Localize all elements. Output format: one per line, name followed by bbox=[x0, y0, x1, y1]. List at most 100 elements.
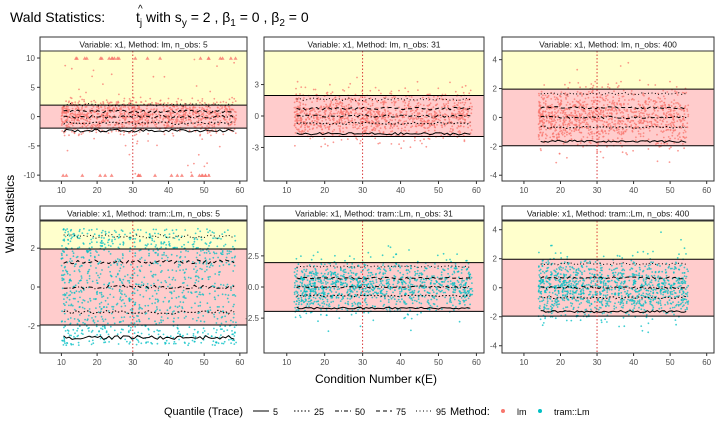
data-point bbox=[428, 99, 430, 101]
data-point bbox=[587, 132, 590, 135]
x-tick-label: 20 bbox=[93, 358, 102, 367]
data-point bbox=[91, 126, 94, 128]
data-point bbox=[591, 120, 594, 123]
data-point bbox=[676, 120, 679, 123]
data-point bbox=[129, 329, 132, 332]
data-point bbox=[461, 86, 464, 88]
data-point bbox=[162, 319, 165, 322]
data-point bbox=[133, 229, 135, 232]
data-point bbox=[208, 173, 210, 176]
data-point bbox=[182, 289, 185, 292]
data-point bbox=[311, 128, 314, 130]
data-point bbox=[197, 99, 200, 102]
data-point bbox=[97, 107, 100, 110]
data-point bbox=[152, 273, 155, 276]
data-point bbox=[351, 117, 353, 120]
data-point bbox=[470, 276, 473, 279]
data-point bbox=[102, 117, 105, 119]
data-point bbox=[193, 268, 195, 270]
data-point bbox=[307, 108, 310, 110]
data-point bbox=[686, 110, 689, 112]
data-point bbox=[99, 241, 102, 244]
data-point bbox=[622, 115, 625, 117]
data-point bbox=[674, 126, 677, 128]
panel-frame bbox=[501, 50, 715, 182]
data-point bbox=[668, 104, 671, 107]
data-point bbox=[462, 125, 465, 128]
data-point bbox=[192, 333, 195, 335]
data-point bbox=[123, 316, 126, 318]
data-point bbox=[211, 285, 214, 287]
data-point bbox=[377, 113, 380, 116]
data-point bbox=[184, 278, 187, 280]
data-point bbox=[429, 93, 431, 96]
data-point bbox=[157, 249, 159, 252]
data-point bbox=[327, 122, 330, 124]
data-point bbox=[166, 317, 169, 320]
data-point bbox=[134, 254, 137, 257]
data-point bbox=[173, 317, 175, 320]
data-point bbox=[154, 273, 157, 276]
data-point bbox=[567, 87, 570, 89]
data-point bbox=[580, 108, 583, 111]
data-point-clipped bbox=[116, 56, 121, 60]
data-point bbox=[377, 287, 379, 290]
data-point bbox=[337, 110, 340, 113]
data-point bbox=[351, 109, 354, 111]
data-point bbox=[139, 117, 142, 120]
data-point bbox=[428, 122, 431, 125]
data-point bbox=[582, 136, 585, 138]
data-point bbox=[683, 119, 686, 121]
data-point bbox=[467, 98, 469, 101]
data-point bbox=[95, 250, 97, 252]
data-point bbox=[182, 296, 185, 298]
data-point bbox=[151, 113, 154, 116]
data-point bbox=[378, 111, 381, 113]
data-point bbox=[106, 101, 109, 103]
data-point bbox=[64, 304, 66, 307]
data-point bbox=[326, 116, 329, 119]
data-point bbox=[73, 308, 76, 311]
data-point bbox=[339, 130, 342, 133]
data-point bbox=[644, 107, 647, 110]
data-point bbox=[108, 250, 110, 253]
data-point bbox=[62, 302, 65, 305]
data-point bbox=[664, 103, 666, 106]
data-point bbox=[64, 320, 66, 323]
data-point bbox=[177, 332, 179, 335]
data-point bbox=[69, 112, 72, 115]
data-point bbox=[217, 123, 220, 126]
data-point-clipped bbox=[133, 56, 138, 60]
data-point bbox=[222, 342, 225, 345]
data-point bbox=[68, 120, 71, 123]
data-point bbox=[416, 112, 419, 115]
data-point-clipped bbox=[206, 56, 211, 60]
data-point bbox=[633, 122, 636, 125]
data-point bbox=[399, 277, 402, 280]
data-point bbox=[335, 109, 337, 111]
data-point bbox=[657, 109, 659, 112]
data-point bbox=[72, 117, 74, 120]
data-point bbox=[347, 289, 349, 291]
data-point bbox=[468, 121, 471, 124]
data-point bbox=[193, 162, 195, 165]
data-point bbox=[602, 131, 604, 134]
data-point bbox=[77, 341, 80, 344]
data-point bbox=[349, 120, 352, 122]
data-point bbox=[168, 241, 170, 243]
data-point bbox=[554, 123, 556, 126]
data-point bbox=[78, 306, 81, 309]
data-point bbox=[403, 104, 406, 107]
data-point bbox=[651, 124, 653, 126]
data-point bbox=[228, 106, 231, 108]
data-point bbox=[302, 103, 305, 106]
data-point bbox=[208, 245, 210, 247]
data-point bbox=[538, 117, 541, 120]
data-point bbox=[128, 108, 131, 111]
title-formula: tj with sy = 2 , β1 = 0 , β2 = 0 bbox=[136, 9, 309, 29]
data-point bbox=[430, 121, 433, 124]
data-point bbox=[642, 119, 645, 121]
data-point bbox=[317, 113, 319, 116]
data-point bbox=[403, 116, 405, 118]
data-point bbox=[152, 262, 155, 265]
